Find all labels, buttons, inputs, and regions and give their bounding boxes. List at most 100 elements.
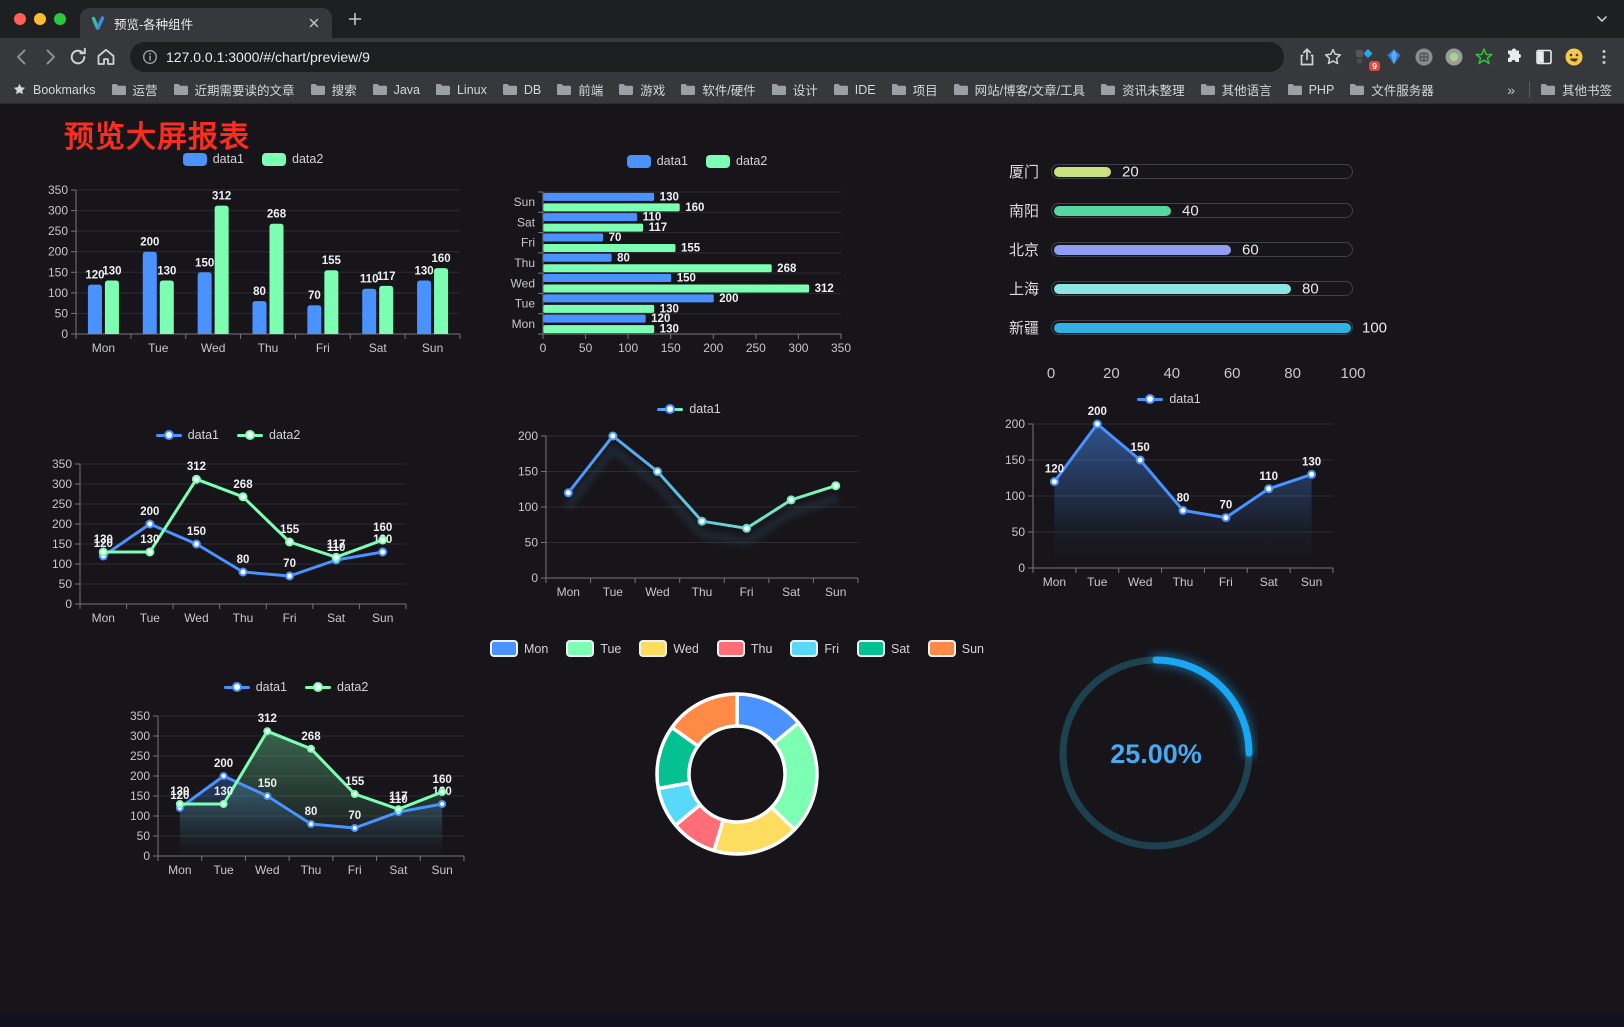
grouped-bar-chart[interactable]: data1 data2 0 50 100 150 200 250 300 350 Mon Tue Wed… bbox=[36, 146, 470, 362]
svg-text:Tue: Tue bbox=[1087, 575, 1108, 589]
svg-text:200: 200 bbox=[52, 517, 72, 531]
svg-text:50: 50 bbox=[525, 536, 539, 550]
percent-gauge-chart[interactable]: 25.00% bbox=[1054, 648, 1258, 860]
bookmark-folder-item[interactable]: 前端 bbox=[556, 80, 603, 99]
legend-item[interactable]: data2 bbox=[305, 680, 368, 694]
legend-item[interactable]: Tue bbox=[566, 640, 621, 657]
city-progress-chart[interactable]: 厦门 20 南阳 40 北京 60 上海 80 新疆 100 0 20 40 60 80 100 bbox=[993, 152, 1387, 384]
bookmark-folder-item[interactable]: PHP bbox=[1287, 83, 1334, 97]
puzzle-extensions-icon[interactable] bbox=[1504, 47, 1524, 67]
progress-value: 40 bbox=[1182, 202, 1199, 219]
tab-close-icon[interactable] bbox=[306, 15, 322, 31]
legend-item[interactable]: Fri bbox=[790, 640, 839, 657]
legend-item[interactable]: data1 bbox=[155, 428, 219, 442]
browser-tab[interactable]: 预览-各种组件 bbox=[80, 8, 332, 38]
svg-text:Fri: Fri bbox=[348, 863, 362, 877]
legend-item[interactable]: Thu bbox=[716, 640, 772, 657]
bookmark-folder-item[interactable]: 近期需要读的文章 bbox=[173, 80, 295, 99]
bookmark-folder-item[interactable]: 网站/博客/文章/工具 bbox=[953, 80, 1085, 99]
svg-text:110: 110 bbox=[1259, 471, 1278, 483]
bookmark-folder-item[interactable]: 软件/硬件 bbox=[680, 80, 756, 99]
browser-menu-icon[interactable] bbox=[1594, 47, 1614, 67]
legend-item[interactable]: Wed bbox=[639, 640, 699, 657]
pie-slice-sun[interactable] bbox=[670, 692, 739, 748]
legend-item[interactable]: data1 bbox=[1137, 392, 1201, 406]
back-button[interactable] bbox=[10, 45, 34, 69]
svg-text:155: 155 bbox=[681, 242, 701, 254]
svg-text:70: 70 bbox=[1219, 500, 1232, 512]
svg-text:120: 120 bbox=[1045, 464, 1064, 476]
legend-item[interactable]: Mon bbox=[489, 640, 548, 657]
legend-item[interactable]: data1 bbox=[657, 402, 721, 416]
svg-text:100: 100 bbox=[618, 341, 638, 355]
svg-text:Sat: Sat bbox=[782, 585, 801, 599]
new-tab-button[interactable] bbox=[346, 10, 364, 28]
sidepanel-icon[interactable] bbox=[1534, 47, 1554, 67]
svg-text:25.00%: 25.00% bbox=[1110, 739, 1202, 769]
bookmark-folder-item[interactable]: 文件服务器 bbox=[1349, 80, 1434, 99]
bookmark-folder-item[interactable]: 运营 bbox=[111, 80, 158, 99]
bookmark-folder-item[interactable]: 其他语言 bbox=[1200, 80, 1272, 99]
tab-search-chevron-icon[interactable] bbox=[1594, 11, 1610, 27]
other-bookmarks-folder[interactable]: 其他书签 bbox=[1540, 80, 1612, 99]
tab-strip: 预览-各种组件 bbox=[0, 0, 1624, 38]
minimize-window-button[interactable] bbox=[34, 13, 46, 25]
bookmark-star-button[interactable] bbox=[1322, 46, 1344, 68]
tampermonkey-extension-icon[interactable]: 9 bbox=[1354, 47, 1380, 71]
reload-button[interactable] bbox=[66, 45, 90, 69]
horizontal-bar-chart[interactable]: data1 data2 Mon Tue Wed Thu Fri Sat Sun 0 50 100 150… bbox=[503, 148, 891, 362]
share-button[interactable] bbox=[1296, 46, 1318, 68]
legend-item[interactable]: data2 bbox=[237, 428, 300, 442]
legend-item[interactable]: data1 bbox=[626, 154, 688, 168]
green-dot-extension-icon[interactable] bbox=[1444, 47, 1464, 67]
bookmark-folder-item[interactable]: 设计 bbox=[771, 80, 818, 99]
legend-item[interactable]: Sat bbox=[857, 640, 910, 657]
site-info-icon[interactable] bbox=[142, 49, 158, 65]
bookmark-folder-item[interactable]: Java bbox=[372, 83, 420, 97]
bookmark-folder-item[interactable]: DB bbox=[502, 83, 541, 97]
bookmark-folder-item[interactable]: 项目 bbox=[891, 80, 938, 99]
svg-text:Mon: Mon bbox=[92, 341, 115, 355]
address-bar[interactable]: 127.0.0.1:3000/#/chart/preview/9 bbox=[130, 42, 1284, 72]
legend-item[interactable]: data1 bbox=[182, 152, 244, 166]
svg-text:155: 155 bbox=[322, 255, 342, 267]
gray-circle-extension-icon[interactable] bbox=[1414, 47, 1434, 67]
svg-text:50: 50 bbox=[59, 577, 73, 591]
weekday-donut-chart[interactable]: Mon Tue Wed Thu Fri Sat Sun bbox=[489, 636, 984, 872]
progress-fill bbox=[1053, 244, 1231, 255]
legend-item[interactable]: data2 bbox=[706, 154, 767, 168]
two-line-chart[interactable]: data1 data2 0 50 100 150 200 250 300 350 Mon Tue Wed… bbox=[40, 422, 416, 636]
bookmark-folder-item[interactable]: 搜索 bbox=[310, 80, 357, 99]
gem-extension-icon[interactable] bbox=[1384, 47, 1404, 67]
svg-text:250: 250 bbox=[130, 749, 150, 763]
svg-text:Tue: Tue bbox=[148, 341, 169, 355]
bookmark-folder-item[interactable]: Linux bbox=[435, 83, 487, 97]
two-area-line-chart[interactable]: data1 data2 0 50 100 150 200 250 300 350 Mon Tue Wed… bbox=[118, 674, 474, 888]
legend-swatch bbox=[237, 429, 263, 442]
area-line-chart[interactable]: data1 0 50 100 150 200 Mon Tue Wed Thu Fri Sat Sun 12… bbox=[993, 386, 1345, 598]
close-window-button[interactable] bbox=[14, 13, 26, 25]
home-button[interactable] bbox=[94, 45, 118, 69]
bookmark-folder-item[interactable]: IDE bbox=[833, 83, 876, 97]
svg-text:200: 200 bbox=[140, 237, 159, 249]
svg-text:Thu: Thu bbox=[258, 341, 279, 355]
svg-text:0: 0 bbox=[540, 341, 547, 355]
emoji-extension-icon[interactable] bbox=[1564, 47, 1584, 67]
green-star-extension-icon[interactable] bbox=[1474, 47, 1494, 67]
bookmarks-overflow-chevron[interactable]: » bbox=[1507, 81, 1515, 98]
bookmark-folder-item[interactable]: 资讯未整理 bbox=[1100, 80, 1185, 99]
legend-item[interactable]: data2 bbox=[262, 152, 323, 166]
bookmarks-manager-item[interactable]: Bookmarks bbox=[12, 82, 96, 97]
gradient-line-chart[interactable]: data1 0 50 100 150 200 Mon Tue Wed Thu Fri Sat Sun bbox=[508, 396, 870, 608]
bookmarks-list: Bookmarks 运营 近期需要读的文章 搜索 Java Linux DB 前端 游戏 软件/… bbox=[12, 80, 1507, 99]
browser-toolbar: 127.0.0.1:3000/#/chart/preview/9 9 bbox=[0, 38, 1624, 76]
svg-text:130: 130 bbox=[414, 266, 433, 278]
svg-text:250: 250 bbox=[52, 497, 72, 511]
legend-item[interactable]: Sun bbox=[927, 640, 984, 657]
chart-legend: data1 data2 bbox=[36, 152, 470, 166]
bookmark-folder-item[interactable]: 游戏 bbox=[618, 80, 665, 99]
legend-item[interactable]: data1 bbox=[223, 680, 287, 694]
svg-text:Tue: Tue bbox=[213, 863, 234, 877]
forward-button[interactable] bbox=[38, 45, 62, 69]
maximize-window-button[interactable] bbox=[54, 13, 66, 25]
